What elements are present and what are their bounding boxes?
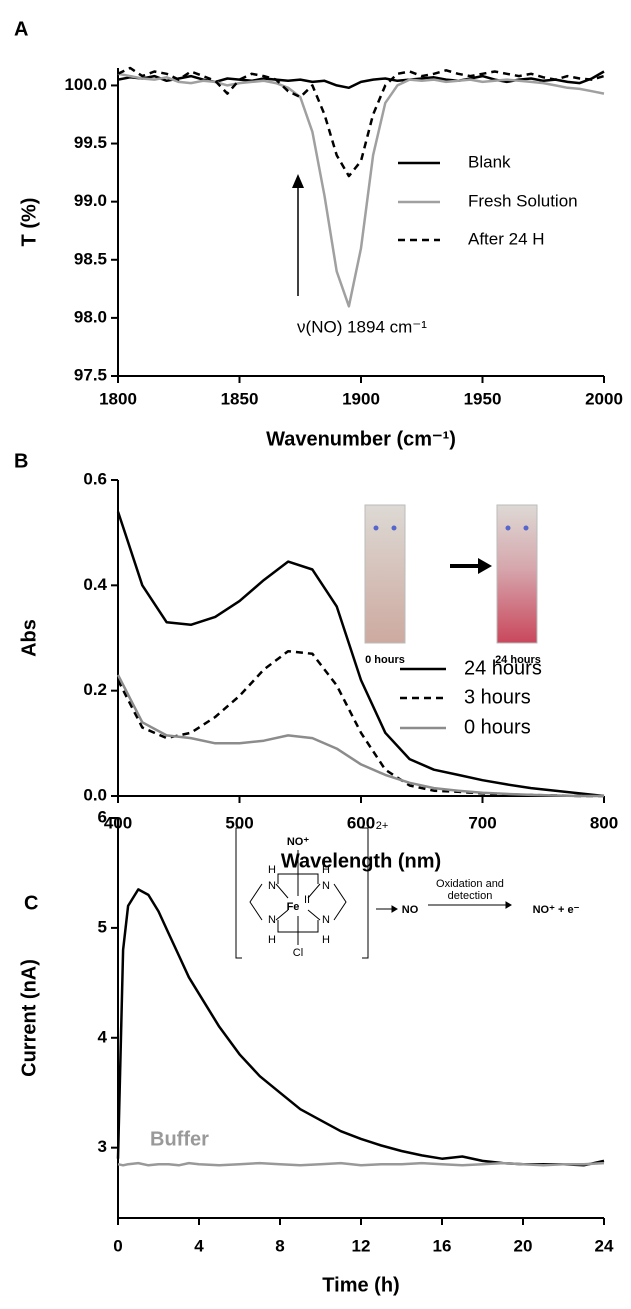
y-axis-title: Current (nA) <box>18 959 40 1077</box>
legend-label: 24 hours <box>464 657 542 679</box>
y-tick-label: 6 <box>98 807 107 826</box>
legend-label: Fresh Solution <box>468 191 578 210</box>
y-tick-label: 99.5 <box>74 133 107 152</box>
x-tick-label: 1950 <box>464 389 502 408</box>
x-tick-label: 8 <box>275 1236 284 1255</box>
scheme-text: detection <box>448 890 493 902</box>
scheme-text: N <box>268 914 276 926</box>
y-tick-label: 0.2 <box>83 680 107 699</box>
y-tick-label: 100.0 <box>64 75 107 94</box>
data-line <box>116 674 604 798</box>
scheme-text: N <box>322 880 330 892</box>
y-tick-label: 0.4 <box>83 575 107 594</box>
x-tick-label: 4 <box>194 1236 204 1255</box>
x-tick-label: 1850 <box>221 389 259 408</box>
legend-label: 0 hours <box>464 716 531 738</box>
legend-label: After 24 H <box>468 229 545 248</box>
y-tick-label: 0.6 <box>83 469 107 488</box>
data-line <box>117 70 605 90</box>
legend-label: 3 hours <box>464 686 531 708</box>
annotation-arrowhead <box>292 174 304 188</box>
x-tick-label: 12 <box>352 1236 371 1255</box>
x-tick-label: 0 <box>113 1236 122 1255</box>
y-tick-label: 98.0 <box>74 307 107 326</box>
data-line <box>116 888 605 1167</box>
x-tick-label: 800 <box>590 813 618 832</box>
legend-label: Blank <box>468 152 511 171</box>
y-axis-title: T (%) <box>18 198 40 247</box>
y-tick-label: 0.0 <box>83 785 107 804</box>
y-tick-label: 98.5 <box>74 249 107 268</box>
data-line <box>117 1161 605 1167</box>
scheme-text: H <box>268 864 276 876</box>
y-axis-title: Abs <box>18 619 40 657</box>
scheme-text: NO <box>402 904 419 916</box>
scheme-text: H <box>322 864 330 876</box>
x-axis-title: Wavenumber (cm⁻¹) <box>266 428 456 450</box>
data-line <box>117 66 605 178</box>
x-tick-label: 2000 <box>585 389 623 408</box>
x-tick-label: 20 <box>514 1236 533 1255</box>
scheme-text: N <box>322 914 330 926</box>
y-tick-label: 3 <box>98 1137 107 1156</box>
scheme-text: N <box>268 880 276 892</box>
panel-label: A <box>14 18 28 40</box>
y-tick-label: 99.0 <box>74 191 107 210</box>
scheme-text: Cl <box>293 947 303 959</box>
panel-label: B <box>14 450 28 472</box>
inset-label: 0 hours <box>365 654 405 666</box>
inset-label: 24 hours <box>495 654 541 666</box>
scheme-text: 2+ <box>376 820 389 832</box>
y-tick-label: 97.5 <box>74 365 107 384</box>
x-axis-title: Wavelength (nm) <box>281 850 441 872</box>
x-tick-label: 24 <box>595 1236 614 1255</box>
scheme-text: Oxidation and <box>436 878 504 890</box>
scheme-text: II <box>304 894 310 906</box>
scheme-text: H <box>268 934 276 946</box>
data-line <box>117 72 605 308</box>
x-tick-label: 500 <box>225 813 253 832</box>
panel-label: C <box>24 892 38 914</box>
series-label: Buffer <box>150 1128 209 1150</box>
x-tick-label: 700 <box>468 813 496 832</box>
scheme-text: Fe <box>287 901 300 913</box>
y-tick-label: 4 <box>98 1027 108 1046</box>
data-line <box>116 511 605 798</box>
reaction-scheme <box>235 827 512 959</box>
x-tick-label: 16 <box>433 1236 452 1255</box>
x-axis-title: Time (h) <box>322 1274 399 1296</box>
data-line <box>116 649 604 798</box>
scheme-text: H <box>322 934 330 946</box>
y-tick-label: 5 <box>98 917 107 936</box>
x-tick-label: 1800 <box>99 389 137 408</box>
x-tick-label: 1900 <box>342 389 380 408</box>
scheme-text: NO⁺ <box>287 836 310 848</box>
inset-photo <box>364 504 538 644</box>
scheme-text: NO⁺ + e⁻ <box>533 904 580 916</box>
x-tick-label: 600 <box>347 813 375 832</box>
annotation: ν(NO) 1894 cm⁻¹ <box>297 317 427 336</box>
